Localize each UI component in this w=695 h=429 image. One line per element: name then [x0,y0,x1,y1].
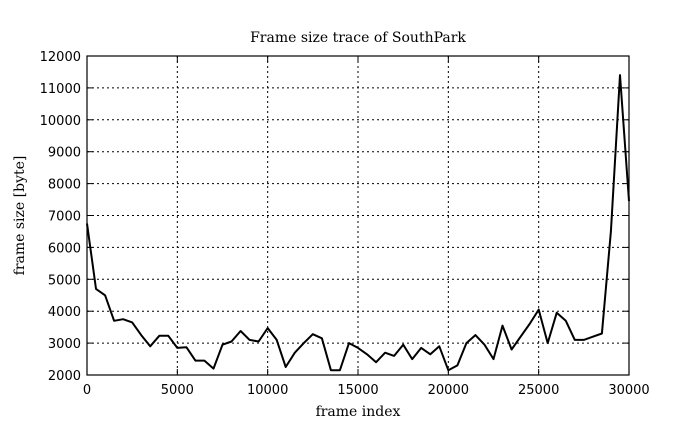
x-tick-label: 0 [83,383,91,398]
x-tick-labels: 0 5000 10000 15000 20000 25000 30000 [83,383,650,398]
y-tick-label: 11000 [40,82,81,97]
x-tick-label: 15000 [337,383,378,398]
grid-lines [87,56,629,375]
x-tick-label: 5000 [161,383,194,398]
y-tick-label: 10000 [40,114,81,129]
series [86,74,630,372]
axis-ticks [86,55,630,376]
y-tick-label: 4000 [48,305,81,320]
x-tick-label: 10000 [247,383,288,398]
x-tick-label: 20000 [428,383,469,398]
y-tick-label: 7000 [48,210,81,225]
series-line [86,74,630,372]
y-tick-label: 8000 [48,178,81,193]
y-tick-label: 3000 [48,337,81,352]
x-axis-label: frame index [316,404,401,420]
y-tick-label: 5000 [48,273,81,288]
y-tick-label: 12000 [40,50,81,65]
x-tick-label: 25000 [518,383,559,398]
y-tick-labels: 2000 3000 4000 5000 6000 7000 8000 9000 10000 110… [40,50,81,384]
chart-title: Frame size trace of SouthPark [250,30,466,46]
y-axis-label: frame size [byte] [12,156,28,276]
y-tick-label: 9000 [48,146,81,161]
y-tick-label: 2000 [48,369,81,384]
y-tick-label: 6000 [48,241,81,256]
x-tick-label: 30000 [608,383,649,398]
